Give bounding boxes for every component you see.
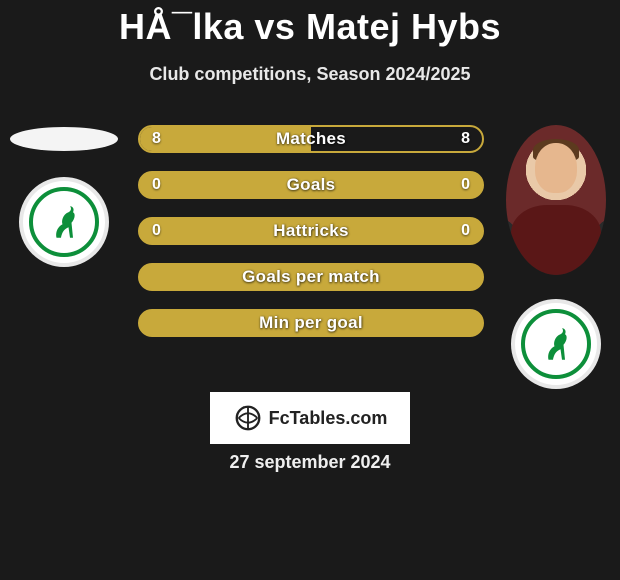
stat-label: Matches <box>276 129 346 149</box>
stat-bar-matches: 8 Matches 8 <box>138 125 484 153</box>
stat-value-left: 0 <box>152 222 161 240</box>
stat-bar-goals-per-match: Goals per match <box>138 263 484 291</box>
stat-label: Goals <box>287 175 336 195</box>
stat-value-left: 8 <box>152 130 161 148</box>
main-row: 8 Matches 8 0 Goals 0 0 Hattricks 0 Goal… <box>0 125 620 385</box>
page-subtitle: Club competitions, Season 2024/2025 <box>0 64 620 85</box>
fctables-icon <box>233 403 263 433</box>
stat-label: Hattricks <box>273 221 348 241</box>
club-badge-ring <box>29 187 99 257</box>
club-badge-left <box>19 177 109 267</box>
page-title: HÅ¯lka vs Matej Hybs <box>0 0 620 48</box>
player-photo-right <box>506 125 606 275</box>
player-head <box>535 143 577 193</box>
club-badge-right <box>511 299 601 389</box>
stat-value-left: 0 <box>152 176 161 194</box>
comparison-infographic: HÅ¯lka vs Matej Hybs Club competitions, … <box>0 0 620 580</box>
club-badge-ring <box>521 309 591 379</box>
right-player-column <box>500 125 612 389</box>
date-line: 27 september 2024 <box>0 452 620 473</box>
stat-label: Min per goal <box>259 313 363 333</box>
stat-value-right: 8 <box>461 130 470 148</box>
brand-box: FcTables.com <box>210 392 410 444</box>
left-player-column <box>8 125 120 267</box>
stat-bars: 8 Matches 8 0 Goals 0 0 Hattricks 0 Goal… <box>138 125 484 337</box>
stat-value-right: 0 <box>461 222 470 240</box>
stat-value-right: 0 <box>461 176 470 194</box>
player-silhouette-left <box>10 127 118 151</box>
player-torso <box>511 205 601 275</box>
stat-bar-min-per-goal: Min per goal <box>138 309 484 337</box>
stat-bar-goals: 0 Goals 0 <box>138 171 484 199</box>
stat-bar-hattricks: 0 Hattricks 0 <box>138 217 484 245</box>
stat-label: Goals per match <box>242 267 380 287</box>
brand-text: FcTables.com <box>269 408 388 429</box>
